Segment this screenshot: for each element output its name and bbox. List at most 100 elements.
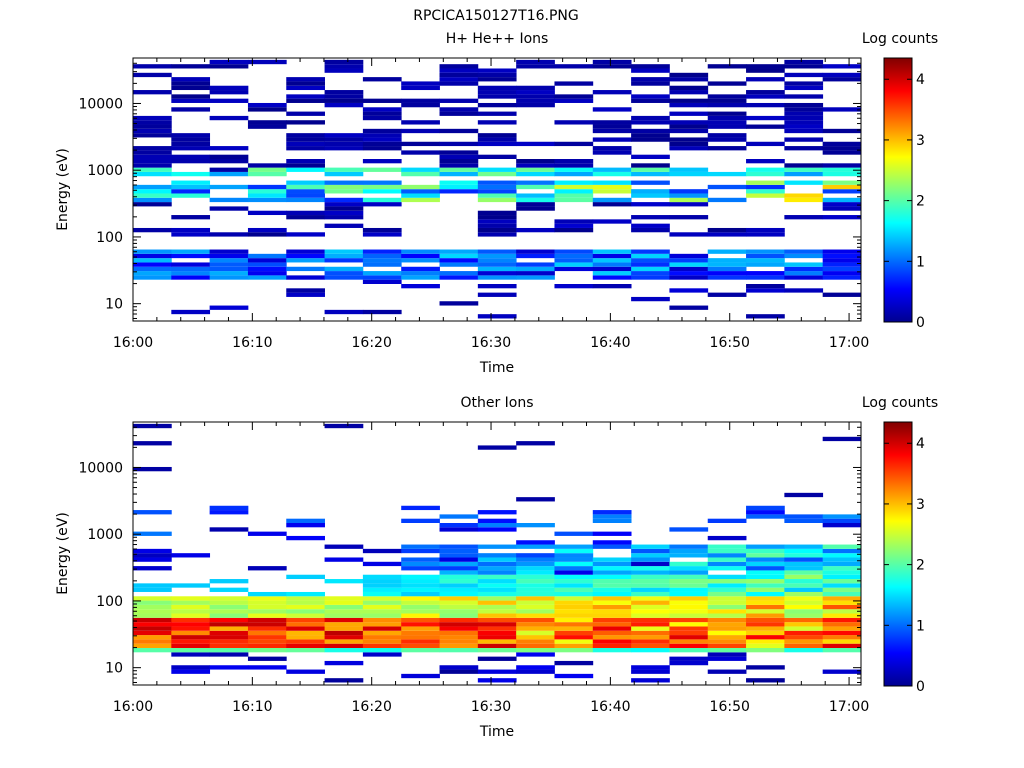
heatmap-cell: [324, 146, 364, 151]
colorbar-tick-label: 2: [916, 194, 925, 210]
heatmap-cell: [439, 128, 479, 134]
heatmap-cell: [631, 557, 670, 562]
heatmap-cell: [554, 262, 594, 267]
heatmap-cell: [324, 678, 364, 683]
heatmap-cell: [669, 639, 709, 644]
heatmap-cell: [554, 557, 594, 562]
heatmap-cell: [324, 64, 364, 69]
heatmap-cell: [707, 574, 747, 580]
heatmap-cell: [477, 617, 517, 623]
heatmap-cell: [324, 635, 364, 640]
heatmap-cell: [247, 656, 287, 661]
heatmap-cell: [362, 232, 402, 237]
heatmap-cell: [439, 150, 479, 155]
heatmap-cell: [477, 193, 517, 198]
heatmap-cell: [631, 202, 670, 207]
heatmap-cell: [286, 94, 325, 99]
heatmap-cell: [133, 548, 172, 554]
heatmap-cell: [631, 583, 670, 588]
x-tick-label: 16:20: [352, 699, 392, 715]
x-tick-label: 16:50: [710, 699, 750, 715]
heatmap-cell: [286, 617, 325, 623]
heatmap-cell: [324, 98, 364, 103]
heatmap-cell: [592, 197, 632, 203]
heatmap-cell: [133, 163, 172, 168]
heatmap-cell: [746, 180, 785, 185]
heatmap-cell: [477, 266, 517, 272]
heatmap-cell: [669, 648, 709, 653]
heatmap-cell: [554, 579, 594, 584]
heatmap-cell: [631, 548, 670, 554]
heatmap-cell: [669, 553, 709, 558]
heatmap-cell: [439, 72, 479, 78]
heatmap-cell: [822, 253, 862, 259]
heatmap-cell: [784, 566, 824, 571]
heatmap-cell: [822, 271, 862, 276]
heatmap-cell: [362, 249, 402, 254]
heatmap-cell: [554, 626, 594, 631]
heatmap-cell: [209, 635, 249, 640]
heatmap-cell: [171, 154, 211, 159]
heatmap-cells: [133, 59, 862, 319]
heatmap-cell: [592, 643, 632, 648]
heatmap-cell: [516, 652, 555, 657]
heatmap-cell: [209, 505, 249, 511]
heatmap-cell: [133, 253, 172, 259]
heatmap-cell: [631, 561, 670, 567]
heatmap-cell: [286, 163, 325, 168]
heatmap-cell: [439, 648, 479, 653]
heatmap-cell: [746, 665, 785, 670]
heatmap-cell: [439, 665, 479, 670]
heatmap-cell: [592, 120, 632, 125]
heatmap-cell: [286, 258, 325, 263]
heatmap-cell: [209, 167, 249, 172]
heatmap-cell: [707, 81, 747, 86]
heatmap-cell: [631, 180, 670, 185]
heatmap-cell: [401, 648, 440, 653]
heatmap-cell: [746, 557, 785, 562]
heatmap-cell: [477, 523, 517, 528]
heatmap-cell: [822, 206, 862, 211]
heatmap-cell: [631, 266, 670, 272]
heatmap-cell: [324, 141, 364, 147]
heatmap-cell: [439, 253, 479, 259]
heatmap-cell: [401, 167, 440, 172]
heatmap-cell: [324, 271, 364, 276]
heatmap-cell: [707, 596, 747, 601]
heatmap-cell: [247, 59, 287, 65]
heatmap-cell: [209, 305, 249, 310]
heatmap-cell: [631, 77, 670, 82]
heatmap-cell: [822, 600, 862, 605]
heatmap-cell: [362, 111, 402, 116]
heatmap-cell: [171, 622, 211, 627]
heatmap-cell: [286, 535, 325, 541]
heatmap-cell: [171, 652, 211, 657]
heatmap-cell: [592, 626, 632, 631]
heatmap-cell: [592, 271, 632, 276]
heatmap-cell: [631, 189, 670, 194]
heatmap-cell: [746, 570, 785, 575]
heatmap-cell: [554, 193, 594, 198]
heatmap-cell: [822, 215, 862, 220]
heatmap-cell: [362, 617, 402, 623]
heatmap-cell: [822, 518, 862, 523]
heatmap-cell: [784, 604, 824, 610]
heatmap-cell: [631, 275, 670, 280]
heatmap-cell: [592, 284, 632, 289]
heatmap-cell: [707, 583, 747, 588]
heatmap-cell: [477, 102, 517, 108]
heatmap-cell: [401, 253, 440, 259]
colorbar-label: Log counts: [862, 395, 938, 411]
heatmap-cell: [554, 566, 594, 571]
heatmap-cell: [516, 102, 555, 108]
heatmap-cell: [171, 635, 211, 640]
heatmap-cell: [171, 171, 211, 177]
heatmap-cell: [171, 639, 211, 644]
heatmap-cell: [822, 180, 862, 185]
heatmap-cell: [822, 163, 862, 168]
heatmap-cell: [286, 635, 325, 640]
heatmap-cell: [171, 215, 211, 220]
heatmap-cell: [133, 271, 172, 276]
heatmap-cell: [209, 249, 249, 254]
